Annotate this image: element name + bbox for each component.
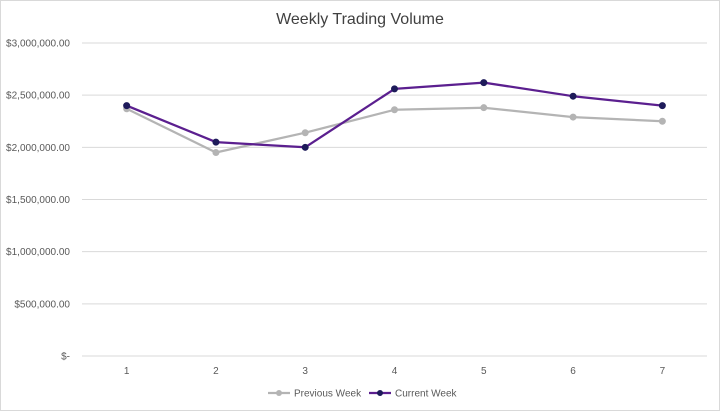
legend[interactable]: Previous Week Current Week <box>268 389 458 400</box>
y-tick-label: $3,000,000.00 <box>6 39 70 50</box>
data-point[interactable] <box>212 149 220 157</box>
series-previous-week <box>123 104 666 157</box>
x-tick-label: 7 <box>660 366 666 377</box>
data-point[interactable] <box>658 117 666 125</box>
y-axis-tick-labels: $- $500,000.00 $1,000,000.00 $1,500,000.00 $… <box>6 39 70 363</box>
legend-marker <box>377 390 383 396</box>
x-axis-tick-labels: 1 2 3 4 5 6 7 <box>124 366 666 377</box>
legend-item[interactable]: Current Week <box>369 389 458 400</box>
gridlines <box>82 42 707 357</box>
y-tick-label: $500,000.00 <box>14 299 70 310</box>
data-point[interactable] <box>212 138 220 146</box>
x-tick-label: 3 <box>302 366 308 377</box>
y-tick-label: $1,500,000.00 <box>6 195 70 206</box>
y-tick-label: $1,000,000.00 <box>6 247 70 258</box>
series-current-week <box>123 79 666 151</box>
data-point[interactable] <box>301 129 309 137</box>
y-tick-label: $2,000,000.00 <box>6 143 70 154</box>
x-tick-label: 6 <box>570 366 576 377</box>
data-point[interactable] <box>123 102 131 110</box>
legend-label: Current Week <box>395 389 458 400</box>
series-lines <box>123 79 666 157</box>
chart-title: Weekly Trading Volume <box>276 11 444 28</box>
series-line <box>126 106 663 154</box>
x-tick-label: 5 <box>481 366 487 377</box>
legend-marker <box>276 390 282 396</box>
data-point[interactable] <box>391 85 398 93</box>
y-tick-label: $- <box>61 352 70 363</box>
legend-label: Previous Week <box>294 389 362 400</box>
data-point[interactable] <box>480 79 488 87</box>
x-tick-label: 4 <box>392 366 398 377</box>
data-point[interactable] <box>569 92 577 100</box>
x-tick-label: 2 <box>213 366 219 377</box>
legend-item[interactable]: Previous Week <box>268 389 362 400</box>
data-point[interactable] <box>658 102 666 110</box>
data-point[interactable] <box>480 104 488 112</box>
data-point[interactable] <box>301 143 309 151</box>
y-tick-label: $2,500,000.00 <box>6 91 70 102</box>
data-point[interactable] <box>391 106 398 114</box>
x-tick-label: 1 <box>124 366 130 377</box>
data-point[interactable] <box>569 113 577 121</box>
